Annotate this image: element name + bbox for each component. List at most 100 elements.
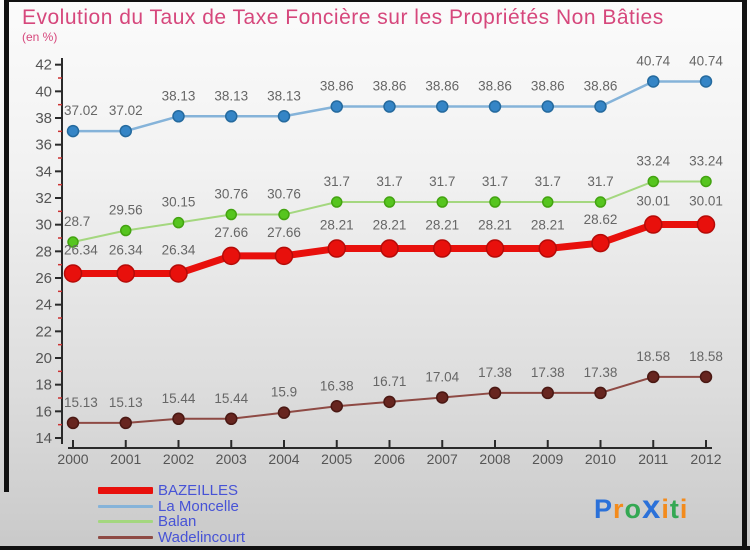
legend-label: Balan [158,513,197,531]
data-point-label: 28.21 [373,218,407,233]
legend-item-la-moncelle: La Moncelle [98,499,245,515]
data-point [699,370,713,384]
x-axis-tick-label: 2012 [690,451,721,467]
data-point-label: 37.02 [109,103,143,118]
data-point-label: 16.71 [373,374,407,389]
legend-item-bazeilles: BAZEILLES [98,483,245,499]
frame-top-border [4,0,746,2]
data-point [594,386,607,400]
data-point [169,264,188,283]
data-point [488,100,502,113]
data-point-label: 15.44 [214,391,248,406]
data-point [541,386,554,400]
proxiti-logo: Proxiti [594,488,688,526]
data-point [436,196,448,208]
data-point [594,196,607,208]
data-point [541,100,554,113]
y-axis-tick-label: 30 [35,217,52,234]
data-point [222,246,241,266]
y-axis-tick-label: 14 [35,430,52,447]
x-axis-tick-label: 2001 [110,451,141,467]
y-axis-tick-label: 26 [35,270,52,287]
y-axis-tick-label: 36 [35,137,52,154]
legend-swatch [98,535,153,539]
data-point-label: 27.66 [214,225,248,240]
data-point [485,239,505,258]
y-axis-tick-label: 42 [35,57,52,74]
data-point [63,264,83,283]
data-point-label: 17.38 [531,365,565,380]
legend-label: Wadelincourt [158,528,245,546]
data-point-label: 30.76 [267,187,301,202]
data-point [433,239,452,258]
data-point-label: 33.24 [636,153,670,168]
logo-letter: t [669,494,680,524]
data-point [327,239,346,258]
chart-legend: BAZEILLES La Moncelle Balan Wadelincourt [98,483,245,545]
data-point-label: 15.9 [271,385,297,400]
data-point-label: 27.66 [267,225,301,240]
data-point-label: 30.01 [689,194,723,209]
x-axis-tick-label: 2011 [638,451,668,467]
data-point [225,110,238,123]
data-point-label: 31.7 [324,174,350,189]
data-point [331,196,343,208]
data-point-label: 40.74 [689,53,723,68]
data-point-label: 28.21 [425,218,459,233]
data-point-label: 31.7 [482,174,508,189]
x-axis-tick-label: 2003 [216,451,247,467]
y-axis-tick-label: 22 [35,323,52,340]
data-point [67,236,79,248]
data-point [66,416,80,430]
data-point [172,110,185,123]
data-point-label: 28.7 [64,214,90,229]
logo-letter: o [624,494,643,524]
legend-item-wadelincourt: Wadelincourt [98,530,245,546]
data-point [380,239,399,258]
data-point [699,75,713,88]
y-axis-tick-label: 18 [35,377,52,394]
data-point [119,124,132,138]
logo-letter: i [661,494,670,524]
data-point-label: 17.04 [425,369,459,384]
data-point-label: 17.38 [478,365,512,380]
data-point [647,370,660,384]
data-point [116,264,135,283]
data-point [330,100,343,113]
x-axis-tick-label: 2008 [479,451,510,467]
legend-item-balan: Balan [98,514,245,530]
data-point-label: 28.21 [531,218,565,233]
data-point-label: 30.76 [214,187,248,202]
frame-bottom-border [0,546,750,550]
legend-label: La Moncelle [158,497,239,515]
data-point [383,100,396,113]
data-point [274,246,294,266]
data-point [277,406,291,419]
data-point [383,196,396,208]
y-axis-tick-label: 24 [35,297,52,314]
data-point [277,110,291,123]
y-axis-tick-label: 20 [35,350,52,367]
data-point [172,412,185,426]
data-point-label: 38.86 [320,79,354,94]
data-point-label: 28.62 [584,212,618,227]
data-point-label: 30.01 [636,194,670,209]
data-point-label: 28.21 [478,218,512,233]
frame-right-border [742,0,747,550]
data-point-label: 38.86 [425,79,459,94]
legend-swatch [98,520,153,524]
data-point-label: 40.74 [636,53,670,68]
frame-left-border [4,0,9,492]
data-point-label: 33.24 [689,153,723,168]
logo-letter: r [613,494,625,524]
data-point-label: 17.38 [584,365,618,380]
data-point-label: 38.86 [584,79,618,94]
data-point-label: 38.86 [478,79,512,94]
data-point-label: 29.56 [109,203,143,218]
data-point [489,196,501,208]
y-axis-tick-label: 38 [35,110,52,127]
data-point-label: 30.15 [162,195,196,210]
data-point-label: 18.58 [689,349,723,364]
data-point [488,386,502,400]
